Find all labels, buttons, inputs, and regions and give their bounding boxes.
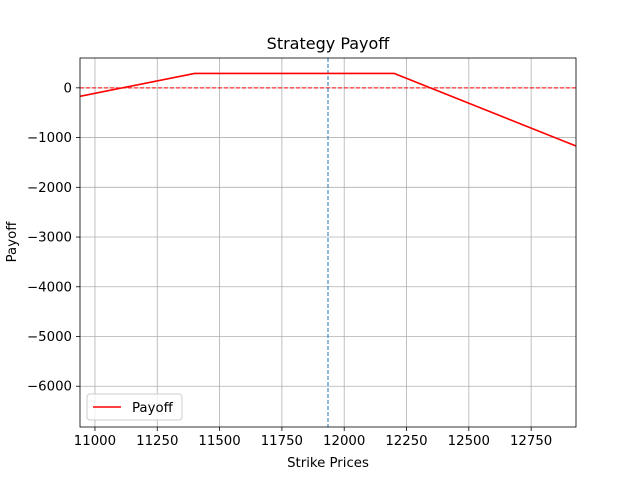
y-tick-label: −5000 <box>27 330 72 345</box>
plot-area: 11000 11250 11500 11750 12000 12250 12500 12750… <box>27 57 577 449</box>
legend-box <box>86 393 183 421</box>
y-axis-label: Payoff <box>5 221 20 263</box>
y-tick-label: −6000 <box>27 380 72 395</box>
y-tick-label: 0 <box>64 81 72 96</box>
x-tick-label: 11500 <box>198 434 240 449</box>
payoff-line <box>79 72 577 147</box>
chart-title: Strategy Payoff <box>267 34 391 53</box>
x-tick-label: 12500 <box>448 434 490 449</box>
x-tick-label: 11250 <box>136 434 178 449</box>
y-tick-label: −4000 <box>27 280 72 295</box>
y-tick-label: −2000 <box>27 181 72 196</box>
x-tick-label: 12750 <box>510 434 552 449</box>
y-tick-label: −1000 <box>27 131 72 146</box>
x-tick-label: 11750 <box>261 434 303 449</box>
legend: Payoff <box>86 393 183 421</box>
x-axis-label: Strike Prices <box>287 456 369 471</box>
axes-frame <box>79 57 577 428</box>
legend-label: Payoff <box>132 401 174 416</box>
x-tick-label: 12250 <box>385 434 427 449</box>
x-tick-label: 11000 <box>74 434 116 449</box>
y-tick-label: −3000 <box>27 231 72 246</box>
x-tick-label: 12000 <box>323 434 365 449</box>
